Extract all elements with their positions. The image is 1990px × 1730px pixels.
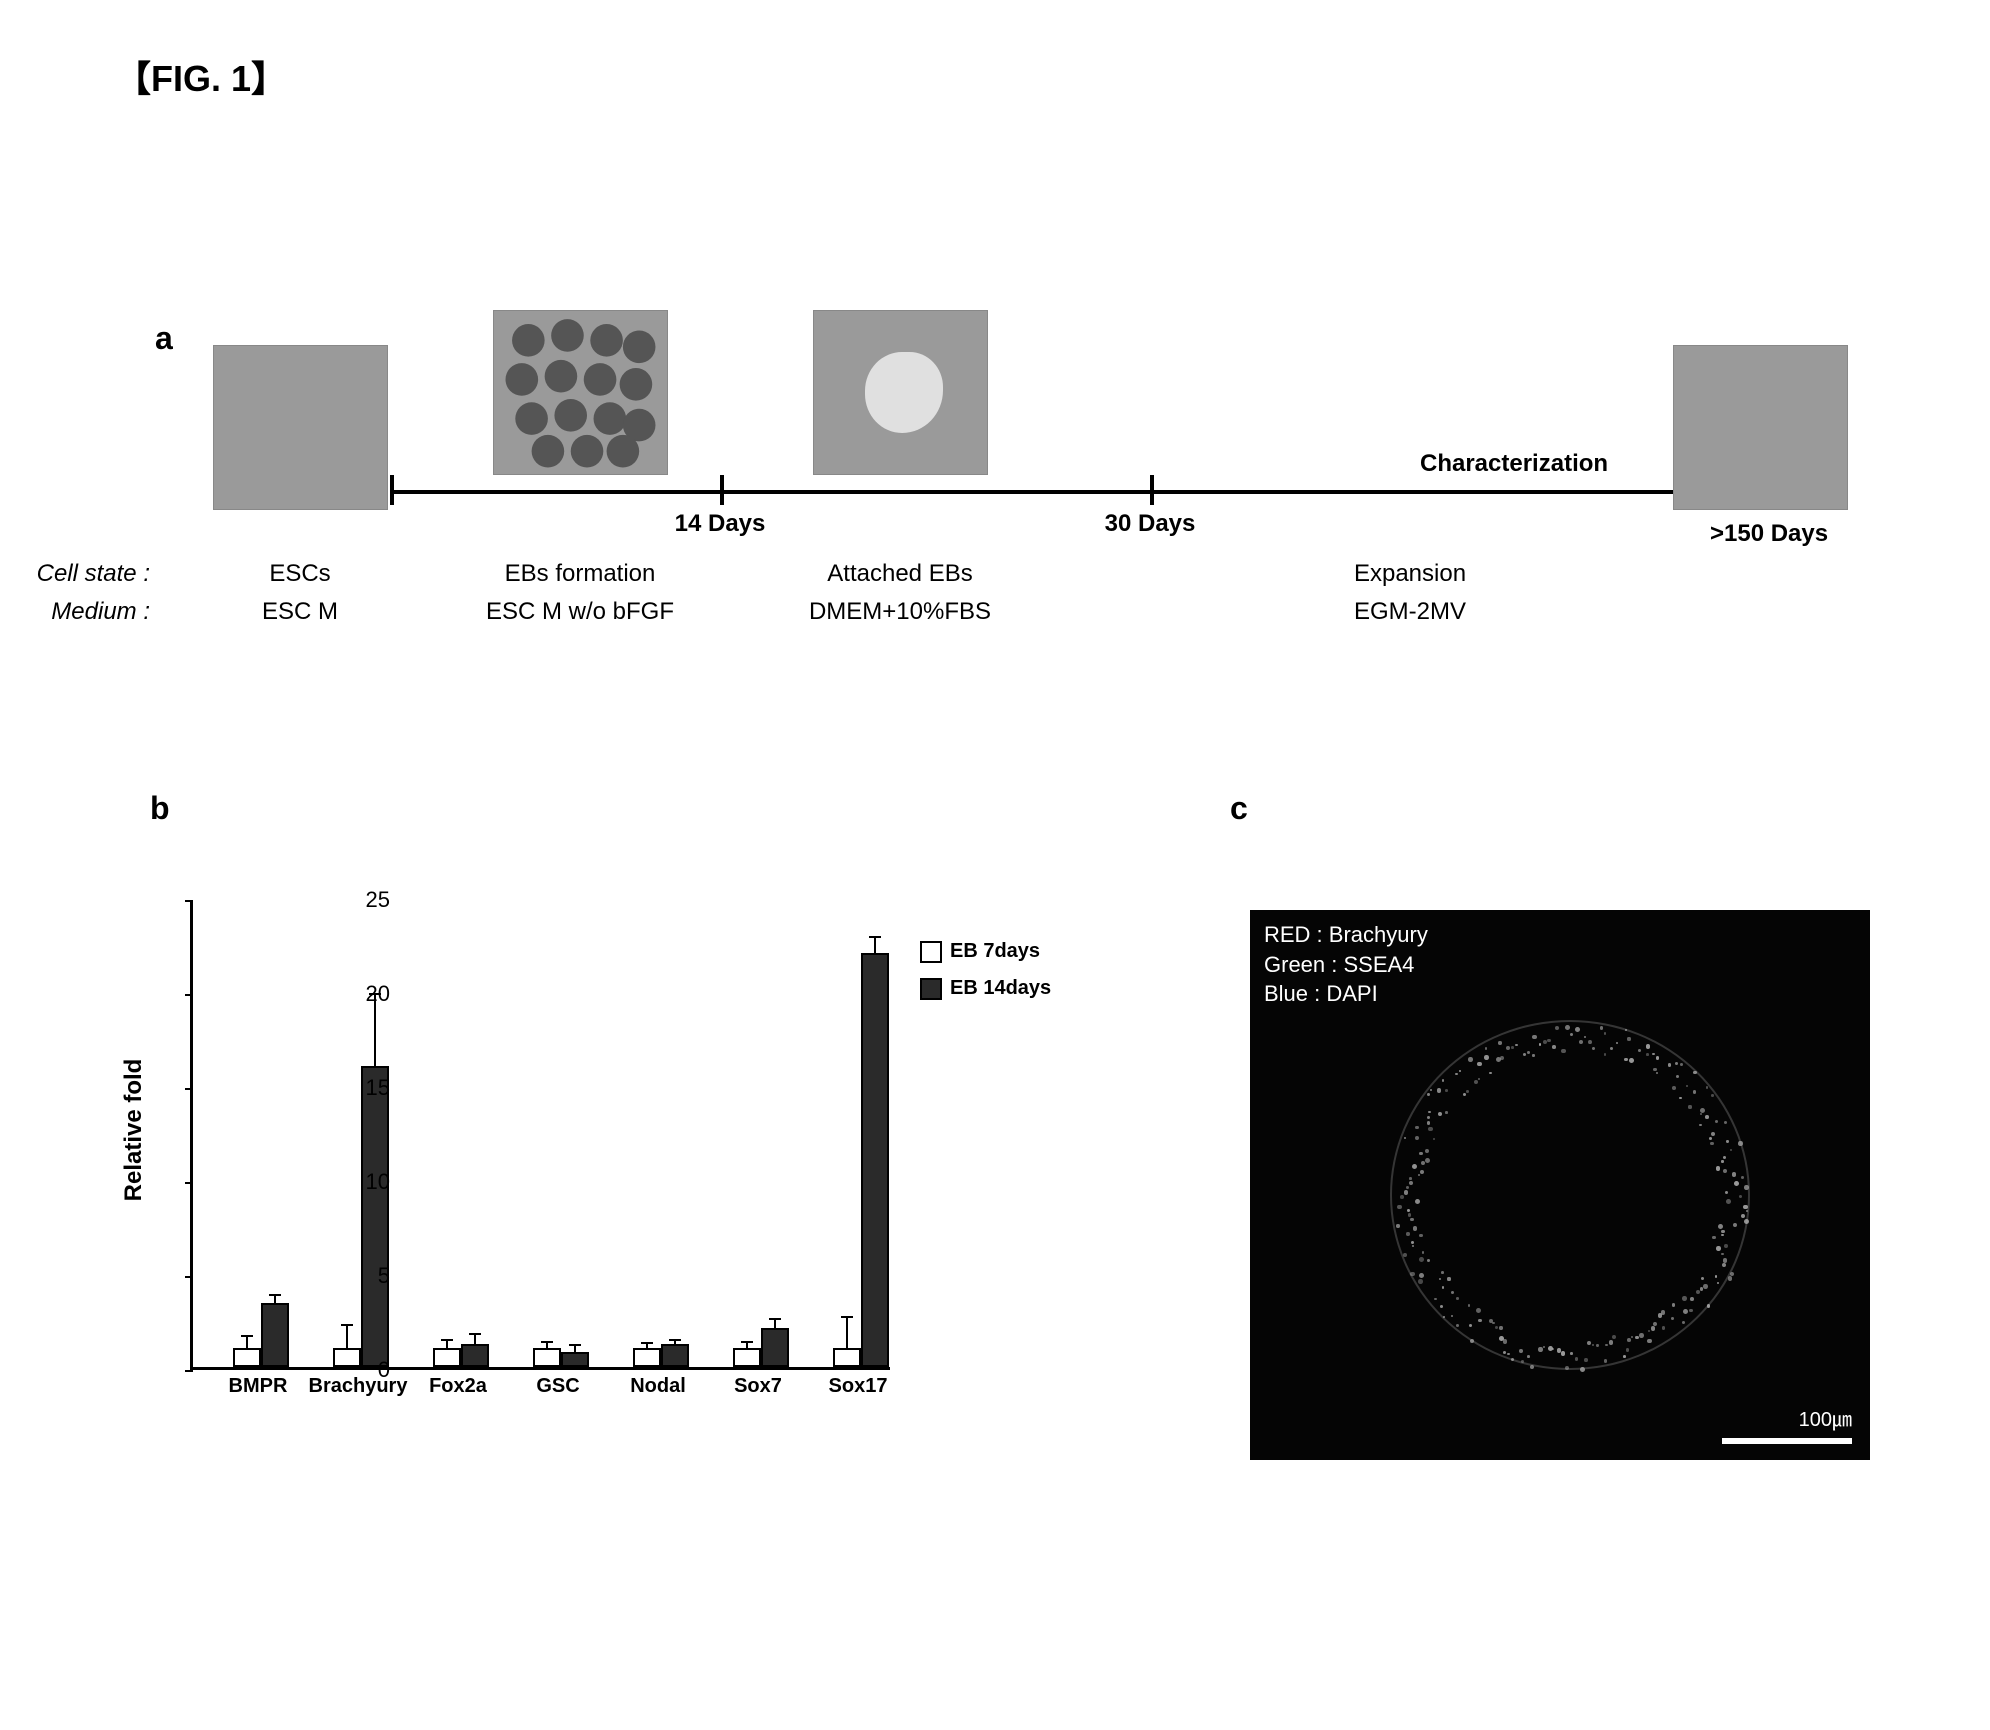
scalebar — [1722, 1438, 1852, 1444]
category-label: Sox17 — [829, 1375, 888, 1398]
stage-medium: DMEM+10%FBS — [809, 598, 991, 626]
ytick-label: 20 — [366, 981, 390, 1007]
category-label: Fox2a — [429, 1375, 487, 1398]
category-label: Sox7 — [734, 1375, 782, 1398]
category-label: GSC — [536, 1375, 579, 1398]
ytick-label: 25 — [366, 887, 390, 913]
panel-b: Relative fold EB 7days EB 14days BMPR Brac… — [100, 870, 1100, 1470]
row-label-medium: Medium : — [51, 598, 150, 626]
legend-label: EB 7days — [950, 940, 1040, 963]
timeline-tick-label: 30 Days — [1105, 510, 1196, 538]
stage-medium: EGM-2MV — [1354, 598, 1466, 626]
microscopy-legend-line: Green : SSEA4 — [1264, 950, 1428, 980]
chart-bar — [633, 1348, 661, 1367]
ytick-label: 5 — [378, 1263, 390, 1289]
stage-image — [1673, 345, 1848, 510]
chart-bar — [333, 1348, 361, 1367]
microscopy-legend: RED : BrachyuryGreen : SSEA4Blue : DAPI — [1264, 920, 1428, 1009]
panel-c: RED : BrachyuryGreen : SSEA4Blue : DAPI … — [1250, 870, 1870, 1460]
panel-a: Cell state : Medium : 14 Days30 Days Cha… — [180, 320, 1880, 680]
legend-item: EB 14days — [920, 977, 1051, 1000]
cell-outline — [1390, 1020, 1750, 1370]
stage-cell-state: EBs formation — [505, 560, 656, 588]
chart-legend: EB 7days EB 14days — [920, 940, 1051, 1014]
timeline-tick-label: 14 Days — [675, 510, 766, 538]
stage-cell-state: Attached EBs — [827, 560, 972, 588]
legend-item: EB 7days — [920, 940, 1051, 963]
chart-ylabel: Relative fold — [120, 1059, 148, 1202]
stage-image — [813, 310, 988, 475]
chart-bar — [861, 953, 889, 1367]
chart-bar — [433, 1348, 461, 1367]
stage-cell-state: ESCs — [269, 560, 330, 588]
panel-b-label: b — [150, 790, 170, 827]
chart-area — [190, 900, 890, 1370]
days-gt150-label: >150 Days — [1710, 520, 1828, 548]
row-label-cell-state: Cell state : — [37, 560, 150, 588]
timeline-tick — [720, 475, 724, 505]
chart-bar — [461, 1344, 489, 1367]
figure-label: 【FIG. 1】 — [115, 50, 287, 102]
category-label: Brachyury — [309, 1375, 408, 1398]
chart-bar — [833, 1348, 861, 1367]
stage-image — [493, 310, 668, 475]
panel-a-label: a — [155, 320, 173, 357]
chart-bar — [261, 1303, 289, 1367]
stage-image — [213, 345, 388, 510]
scalebar-label: 100㎛ — [1799, 1403, 1852, 1432]
category-label: BMPR — [229, 1375, 288, 1398]
timeline-tick — [1150, 475, 1154, 505]
chart-bar — [733, 1348, 761, 1367]
stage-medium: ESC M — [262, 598, 338, 626]
microscopy-image: RED : BrachyuryGreen : SSEA4Blue : DAPI … — [1250, 910, 1870, 1460]
chart-bar — [233, 1348, 261, 1367]
legend-label: EB 14days — [950, 977, 1051, 1000]
timeline — [390, 490, 1760, 494]
chart-bar — [361, 1066, 389, 1367]
stage-medium: ESC M w/o bFGF — [486, 598, 674, 626]
chart-bar — [661, 1344, 689, 1367]
category-label: Nodal — [630, 1375, 686, 1398]
chart-bar — [561, 1352, 589, 1367]
chart-bar — [533, 1348, 561, 1367]
stage-cell-state: Expansion — [1354, 560, 1466, 588]
microscopy-legend-line: Blue : DAPI — [1264, 979, 1428, 1009]
ytick-label: 15 — [366, 1075, 390, 1101]
chart-bar — [761, 1328, 789, 1367]
characterization-label: Characterization — [1420, 450, 1608, 478]
panel-c-label: c — [1230, 790, 1248, 827]
microscopy-legend-line: RED : Brachyury — [1264, 920, 1428, 950]
ytick-label: 0 — [378, 1357, 390, 1383]
ytick-label: 10 — [366, 1169, 390, 1195]
timeline-tick — [390, 475, 394, 505]
